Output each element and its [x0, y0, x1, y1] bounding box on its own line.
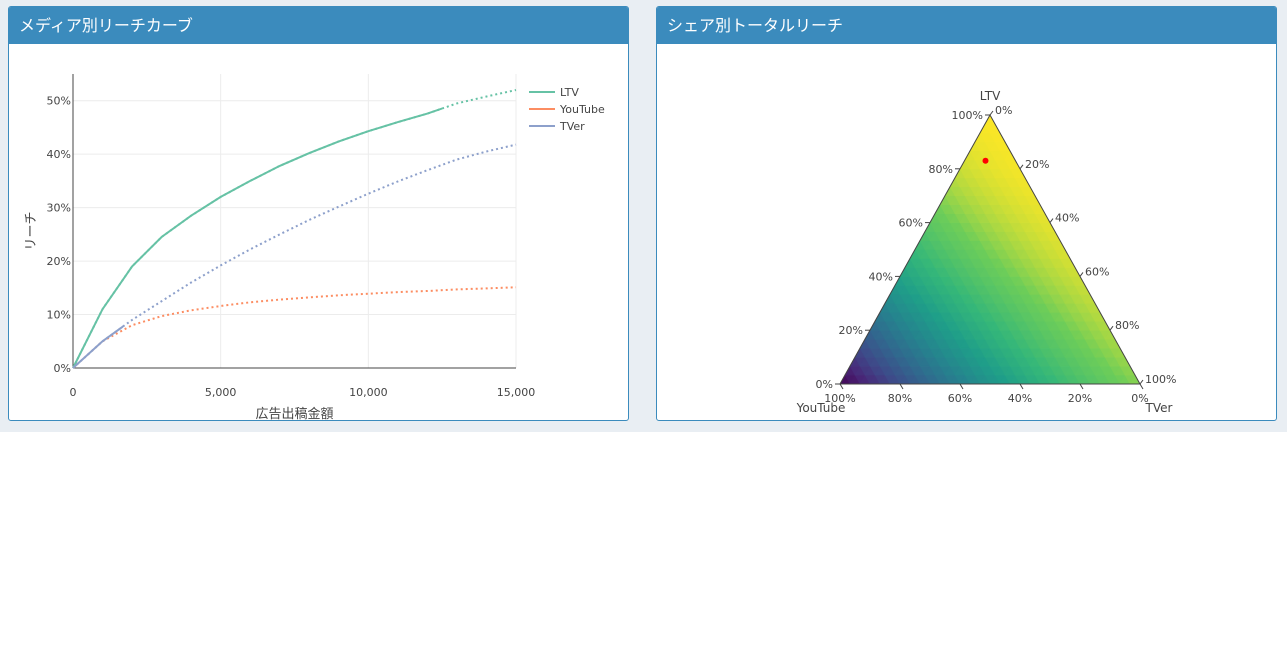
youtube-axis-tick — [839, 383, 844, 390]
share-total-reach-panel-title: シェア別トータルリーチ — [657, 7, 1276, 44]
series-tver-projection-line — [72, 143, 517, 369]
ltv-axis-tick-label: 0% — [816, 378, 833, 391]
youtube-axis-tick — [959, 383, 964, 390]
tver-axis-tick — [1109, 325, 1114, 331]
reach-curve-chart[interactable]: 0 5,000 10,000 15,000 0% 10% 20% 30% 40% 50% 広告出稿金… — [9, 44, 628, 420]
y-tick-label: 10% — [47, 309, 71, 322]
share-marker-point — [982, 157, 989, 164]
reach-curve-panel: メディア別リーチカーブ 0 5,000 10,000 15,000 0% 10% 20% 30… — [8, 6, 629, 421]
x-tick-label: 5,000 — [205, 386, 237, 399]
ternary-heatmap — [839, 114, 1141, 385]
legend-label-ltv: LTV — [560, 86, 579, 99]
y-tick-label: 50% — [47, 95, 71, 108]
tver-axis-tick — [1019, 164, 1024, 170]
y-tick-label: 20% — [47, 255, 71, 268]
tver-axis-tick-label: 20% — [1025, 158, 1049, 171]
reach-curve-panel-title: メディア別リーチカーブ — [9, 7, 628, 44]
ltv-axis-tick-label: 20% — [839, 324, 863, 337]
ternary-chart[interactable]: 0% 0% 0% 20% 20% 20% 40% 40% 40% 60% 60% 60% 80% 80% 8… — [657, 44, 1276, 420]
legend-label-tver: TVer — [559, 120, 585, 133]
tver-axis-tick — [1079, 272, 1084, 277]
youtube-axis-tick — [1139, 383, 1144, 390]
youtube-axis-tick-label: 80% — [888, 392, 912, 405]
ltv-axis-tick-label: 40% — [869, 270, 893, 283]
tver-axis-tick — [989, 110, 994, 116]
x-axis-title: 広告出稿金額 — [255, 406, 333, 420]
series-tver-line — [72, 325, 124, 369]
tver-axis-tick-label: 0% — [995, 104, 1012, 117]
ltv-axis-tick-label: 60% — [899, 217, 923, 230]
tver-axis-tick — [1139, 379, 1144, 385]
y-tick-label: 30% — [47, 202, 71, 215]
y-tick-label: 40% — [47, 148, 71, 161]
series-youtube-projection-line — [72, 286, 517, 369]
x-tick-label: 15,000 — [497, 386, 536, 399]
tver-axis-tick-label: 100% — [1145, 373, 1176, 386]
tver-axis-title: TVer — [1145, 401, 1173, 415]
youtube-axis-title: YouTube — [796, 401, 846, 415]
youtube-axis-tick-label: 60% — [948, 392, 972, 405]
youtube-axis-tick-label: 100% — [824, 392, 855, 405]
youtube-axis-tick-label: 40% — [1008, 392, 1032, 405]
ltv-axis-title: LTV — [980, 89, 1001, 103]
legend-label-youtube: YouTube — [559, 103, 605, 116]
youtube-axis-tick — [1079, 383, 1084, 390]
ternary-outline — [839, 113, 1141, 385]
youtube-axis-tick — [899, 383, 904, 390]
series-ltv-projection-line — [72, 89, 517, 369]
tver-axis-tick-label: 80% — [1115, 319, 1139, 332]
share-total-reach-panel: シェア別トータルリーチ 0% 0% 0% 20% 20% 20% 40% 40% 40% 60% 6… — [656, 6, 1277, 421]
tver-axis-tick-label: 60% — [1085, 265, 1109, 278]
series-ltv-line — [72, 107, 443, 369]
youtube-axis-tick-label: 20% — [1068, 392, 1092, 405]
heatmap-cell — [984, 114, 996, 125]
ltv-axis-tick-label: 100% — [952, 109, 983, 122]
x-tick-label: 0 — [70, 386, 77, 399]
youtube-axis-tick-label: 0% — [1131, 392, 1148, 405]
x-tick-label: 10,000 — [349, 386, 388, 399]
y-axis-title: リーチ — [24, 211, 39, 250]
tver-axis-tick-label: 40% — [1055, 212, 1079, 225]
tver-axis-tick — [1049, 218, 1054, 223]
y-tick-label: 0% — [54, 362, 71, 375]
ltv-axis-tick-label: 80% — [929, 163, 953, 176]
youtube-axis-tick — [1019, 383, 1024, 390]
